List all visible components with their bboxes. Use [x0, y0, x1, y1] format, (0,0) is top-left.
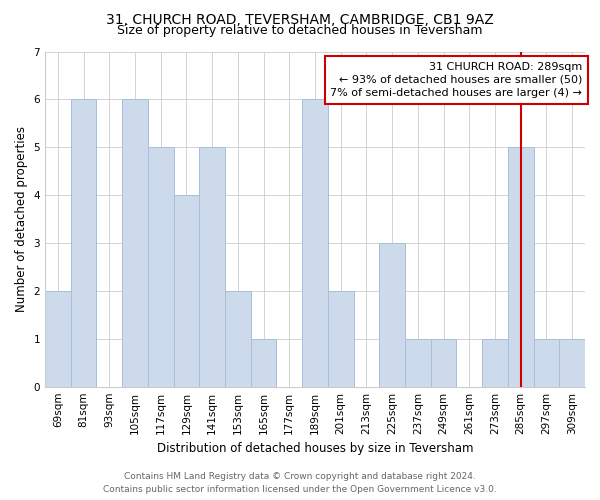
Bar [405, 339, 431, 386]
Bar [431, 339, 457, 386]
X-axis label: Distribution of detached houses by size in Teversham: Distribution of detached houses by size … [157, 442, 473, 455]
Bar [559, 339, 585, 386]
Bar [482, 339, 508, 386]
Bar [508, 148, 533, 386]
Text: Size of property relative to detached houses in Teversham: Size of property relative to detached ho… [117, 24, 483, 37]
Bar [251, 339, 277, 386]
Text: 31, CHURCH ROAD, TEVERSHAM, CAMBRIDGE, CB1 9AZ: 31, CHURCH ROAD, TEVERSHAM, CAMBRIDGE, C… [106, 12, 494, 26]
Bar [173, 195, 199, 386]
Bar [379, 243, 405, 386]
Text: Contains HM Land Registry data © Crown copyright and database right 2024.
Contai: Contains HM Land Registry data © Crown c… [103, 472, 497, 494]
Text: 31 CHURCH ROAD: 289sqm
← 93% of detached houses are smaller (50)
7% of semi-deta: 31 CHURCH ROAD: 289sqm ← 93% of detached… [331, 62, 583, 98]
Bar [328, 291, 353, 386]
Bar [225, 291, 251, 386]
Bar [122, 100, 148, 387]
Bar [148, 148, 173, 386]
Bar [71, 100, 97, 387]
Bar [199, 148, 225, 386]
Y-axis label: Number of detached properties: Number of detached properties [15, 126, 28, 312]
Bar [302, 100, 328, 387]
Bar [45, 291, 71, 386]
Bar [533, 339, 559, 386]
